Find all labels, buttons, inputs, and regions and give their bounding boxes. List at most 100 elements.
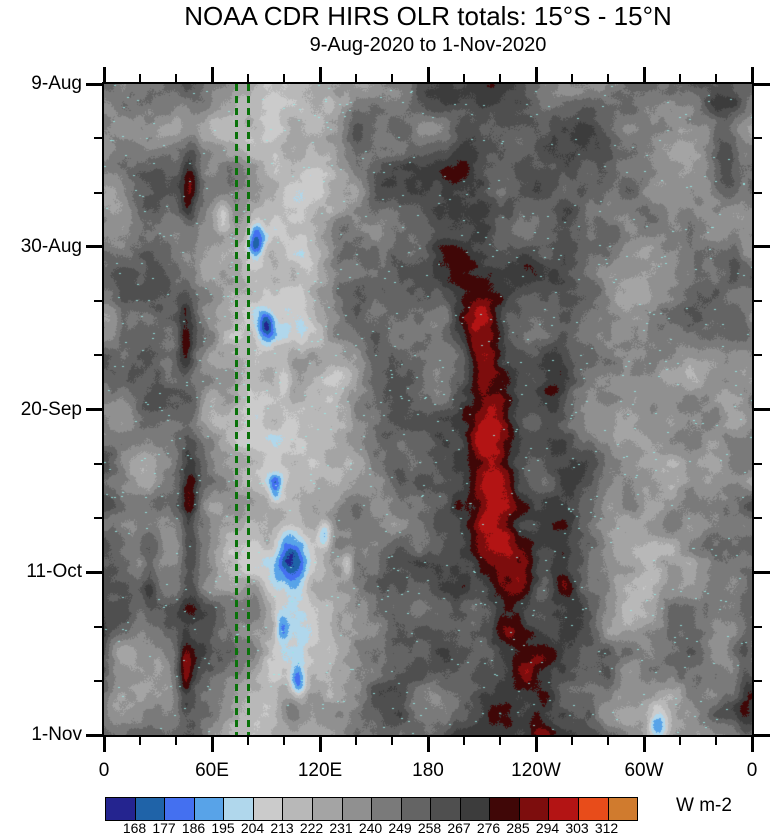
colorbar-cell bbox=[312, 798, 343, 820]
tick-mark bbox=[86, 570, 102, 574]
tick-mark bbox=[318, 67, 322, 82]
colorbar-level-label: 267 bbox=[447, 820, 471, 834]
reference-lines-layer bbox=[104, 84, 752, 735]
y-tick-label: 30-Aug bbox=[20, 235, 82, 257]
x-tick-label: 0 bbox=[746, 760, 758, 781]
y-tick-label: 1-Nov bbox=[31, 724, 82, 745]
tick-mark bbox=[175, 737, 177, 745]
tick-mark bbox=[463, 737, 465, 745]
tick-mark bbox=[86, 245, 102, 249]
tick-mark bbox=[210, 67, 214, 82]
x-tick-label: 0 bbox=[98, 760, 110, 781]
tick-mark bbox=[94, 625, 102, 628]
date-range-subtitle: 9-Aug-2020 to 1-Nov-2020 bbox=[309, 34, 547, 56]
tick-mark bbox=[499, 737, 501, 745]
x-tick-label: 60E bbox=[195, 760, 229, 781]
colorbar-cell bbox=[224, 798, 254, 820]
tick-mark bbox=[391, 737, 393, 745]
tick-mark bbox=[754, 679, 762, 682]
colorbar-level-label: 231 bbox=[329, 820, 353, 834]
tick-mark bbox=[283, 737, 285, 745]
colorbar-level-label: 177 bbox=[152, 820, 176, 834]
tick-mark bbox=[754, 570, 770, 574]
y-tick-label: 9-Aug bbox=[31, 73, 82, 94]
colorbar-level-label: 222 bbox=[299, 820, 324, 834]
tick-mark bbox=[571, 74, 573, 82]
tick-mark bbox=[499, 74, 501, 82]
reference-dashed-line bbox=[246, 84, 250, 735]
tick-mark bbox=[86, 733, 102, 737]
tick-mark bbox=[94, 462, 102, 465]
colorbar-cell bbox=[579, 798, 609, 820]
tick-mark bbox=[754, 408, 770, 411]
colorbar-cell bbox=[549, 798, 579, 820]
colorbar-cell bbox=[519, 798, 550, 820]
tick-mark bbox=[715, 737, 717, 745]
colorbar-level-label: 312 bbox=[594, 820, 619, 834]
tick-mark bbox=[139, 737, 141, 745]
y-tick-label: 20-Sep bbox=[20, 398, 82, 420]
x-tick-label: 60W bbox=[624, 760, 664, 781]
colorbar-level-label: 294 bbox=[535, 820, 560, 834]
tick-mark bbox=[175, 74, 177, 82]
tick-mark bbox=[534, 67, 538, 82]
x-tick-label: 180 bbox=[412, 760, 444, 781]
olr-heatmap-canvas bbox=[104, 84, 752, 735]
tick-mark bbox=[318, 737, 322, 752]
colorbar-level-label: 204 bbox=[240, 820, 265, 834]
tick-mark bbox=[355, 737, 357, 745]
tick-mark bbox=[715, 74, 717, 82]
colorbar-cell bbox=[608, 798, 638, 820]
tick-mark bbox=[754, 82, 770, 86]
colorbar-level-label: 240 bbox=[358, 820, 383, 834]
colorbar-cell bbox=[194, 798, 225, 820]
x-tick-label: 120W bbox=[511, 760, 561, 781]
tick-mark bbox=[94, 191, 102, 194]
page-title: NOAA CDR HIRS OLR totals: 15°S - 15°N bbox=[184, 1, 672, 31]
tick-mark bbox=[94, 137, 102, 140]
colorbar-units-label: W m-2 bbox=[676, 795, 732, 816]
colorbar-cell bbox=[372, 798, 402, 820]
tick-mark bbox=[754, 733, 770, 737]
tick-mark bbox=[679, 74, 681, 82]
tick-mark bbox=[571, 737, 573, 745]
x-tick-label: 120E bbox=[297, 760, 343, 781]
reference-dashed-line bbox=[234, 84, 238, 735]
colorbar-level-label: 276 bbox=[476, 820, 501, 834]
y-tick-label: 11-Oct bbox=[26, 561, 82, 583]
colorbar-cell bbox=[342, 798, 373, 820]
tick-mark bbox=[463, 74, 465, 82]
colorbar-cell bbox=[135, 798, 166, 820]
tick-mark bbox=[607, 737, 609, 745]
colorbar bbox=[105, 797, 638, 821]
tick-mark bbox=[355, 74, 357, 82]
tick-mark bbox=[94, 517, 102, 519]
tick-mark bbox=[94, 300, 102, 302]
tick-mark bbox=[754, 245, 770, 249]
tick-mark bbox=[426, 737, 430, 752]
tick-mark bbox=[139, 74, 141, 82]
tick-mark bbox=[247, 74, 249, 82]
colorbar-cell bbox=[253, 798, 284, 820]
colorbar-cell bbox=[460, 798, 491, 820]
tick-mark bbox=[750, 737, 754, 752]
tick-mark bbox=[750, 67, 754, 82]
tick-mark bbox=[754, 354, 762, 357]
tick-mark bbox=[754, 137, 762, 140]
colorbar-cell bbox=[165, 798, 195, 820]
tick-mark bbox=[607, 74, 609, 82]
tick-mark bbox=[754, 300, 762, 302]
tick-mark bbox=[754, 625, 762, 628]
colorbar-cell bbox=[490, 798, 520, 820]
tick-mark bbox=[210, 737, 214, 752]
tick-mark bbox=[283, 74, 285, 82]
colorbar-cell bbox=[283, 798, 313, 820]
colorbar-level-label: 186 bbox=[181, 820, 206, 834]
colorbar-cell bbox=[431, 798, 461, 820]
colorbar-cell bbox=[106, 798, 136, 820]
tick-mark bbox=[754, 191, 762, 194]
tick-mark bbox=[754, 462, 762, 465]
tick-mark bbox=[102, 67, 106, 82]
tick-mark bbox=[534, 737, 538, 752]
tick-mark bbox=[754, 517, 762, 519]
